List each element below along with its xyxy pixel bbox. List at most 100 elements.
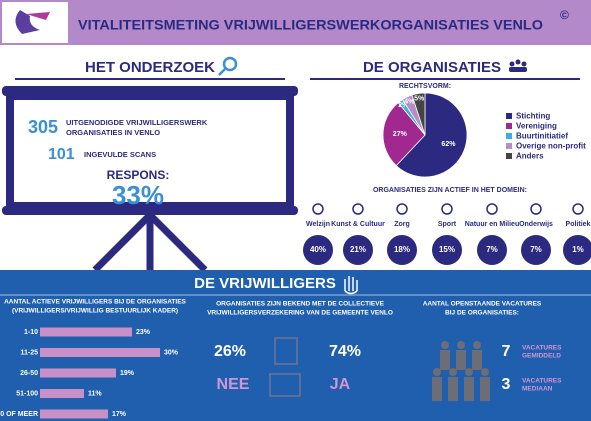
invited-label: UITGENODIGDE VRIJWILLIGERSWERK	[66, 118, 208, 127]
domain-label: Zorg	[394, 221, 410, 228]
legend-swatch	[506, 123, 512, 129]
chart-title: ORGANISATIES ZIJN ACTIEF IN HET DOMEIN:	[373, 187, 527, 194]
legend-swatch	[506, 133, 512, 139]
legend-label: Stichting	[516, 112, 550, 121]
domain-badge	[387, 235, 417, 265]
bar-value: 30%	[164, 349, 179, 356]
bar	[40, 389, 84, 398]
ja-value: 74%	[329, 343, 361, 360]
ja-label: JA	[330, 376, 351, 393]
magnifier-icon	[218, 56, 238, 76]
respons-value: 33%	[112, 180, 164, 210]
domain-badge	[477, 235, 507, 265]
header-bar	[0, 0, 591, 45]
bar-category: 1-10	[24, 329, 38, 336]
scans-count: 101	[48, 146, 75, 163]
domain-badge	[303, 235, 333, 265]
bar-value: 19%	[120, 370, 135, 377]
pie-slice	[395, 92, 468, 178]
domain-label: Kunst & Cultuur	[331, 221, 385, 228]
domain-label: Onderwijs	[519, 221, 553, 228]
invited-count: 305	[28, 117, 58, 137]
screen-bottom	[2, 206, 298, 215]
domain-value: 21%	[350, 245, 366, 254]
mediaan-label: VACATURES	[522, 378, 562, 385]
domain-value: 40%	[310, 245, 326, 254]
legend-swatch	[506, 113, 512, 119]
bar-category: 11-25	[20, 349, 38, 356]
bar	[40, 368, 116, 378]
mediaan-label: MEDIAAN	[522, 386, 553, 393]
bar	[40, 327, 132, 337]
legend-label: Overige non-profit	[516, 142, 586, 151]
people-icon	[509, 59, 527, 72]
gemiddeld-label: VACATURES	[522, 345, 562, 352]
domain-label: Welzijn	[306, 221, 330, 228]
chart-title: AANTAL ACTIEVE VRIJWILLIGERS BIJ DE ORGA…	[4, 299, 186, 306]
logo	[26, 12, 50, 20]
legend-label: Anders	[516, 152, 544, 161]
chart-subtitle: (VRIJWILLIGERS/VRIJWILLIG BESTUURLIJK KA…	[12, 308, 178, 315]
copyright: ©	[560, 8, 569, 22]
section-title: DE VRIJWILLIGERS	[194, 275, 336, 292]
domain-icon	[486, 203, 498, 215]
nee-value: 26%	[214, 343, 246, 360]
domain-label: Sport	[438, 221, 457, 228]
domain-icon	[312, 203, 324, 215]
bar	[40, 409, 108, 419]
mediaan-value: 3	[502, 376, 511, 393]
section-title: HET ONDERZOEK	[85, 59, 215, 76]
bar-category: 100 OF MEER	[0, 411, 38, 418]
tripod	[92, 212, 208, 273]
bar-category: 26-50	[20, 370, 38, 377]
domain-value: 7%	[530, 245, 542, 254]
domain-icon	[441, 203, 453, 215]
scans-label: INGEVULDE SCANS	[84, 150, 156, 159]
domain-icon	[572, 203, 584, 215]
domain-icon	[396, 203, 408, 215]
domain-value: 7%	[486, 245, 498, 254]
bar-value: 23%	[136, 329, 151, 336]
domain-icon	[352, 203, 364, 215]
legend-label: Buurtinitiatief	[516, 132, 568, 141]
logo	[15, 10, 40, 34]
gemiddeld-label: GEMIDDELD	[522, 353, 561, 360]
bar-value: 17%	[112, 411, 127, 418]
legend-label: Vereniging	[516, 122, 557, 131]
legend-swatch	[506, 143, 512, 149]
domain-label: Politiek	[566, 221, 591, 228]
slice-label: 4%	[404, 98, 415, 105]
title: VITALITEITSMETING VRIJWILLIGERSWERKORGAN…	[78, 17, 543, 33]
domain-badge	[343, 235, 373, 265]
respons-label: RESPONS:	[107, 168, 170, 182]
block-title: ORGANISATIES ZIJN BEKEND MET DE COLLECTI…	[216, 301, 384, 308]
chart-title: RECHTSVORM:	[399, 83, 451, 90]
bar-category: 51-100	[16, 390, 38, 397]
domain-label: Natuur en Milieu	[465, 221, 519, 228]
pie-slice	[382, 102, 426, 167]
hand-icon	[344, 276, 358, 295]
bar-value: 11%	[88, 390, 102, 397]
invited-label: ORGANISATIES IN VENLO	[66, 128, 160, 137]
nee-label: NEE	[217, 376, 250, 393]
domain-badge	[563, 235, 591, 265]
domain-value: 18%	[394, 245, 410, 254]
gemiddeld-value: 7	[502, 343, 511, 360]
domain-badge	[521, 235, 551, 265]
pie-slice	[411, 92, 426, 136]
slice-label: 27%	[393, 131, 408, 138]
block-title: AANTAL OPENSTAANDE VACATURES	[423, 301, 542, 308]
logo-box	[2, 2, 68, 43]
block-title: BIJ DE ORGANISATIES:	[445, 310, 519, 317]
slice-label: 5%	[414, 95, 425, 102]
block-title: VRIJWILLIGERSVERZEKERING VAN DE GEMEENTE…	[207, 310, 393, 317]
domain-value: 1%	[572, 245, 584, 254]
section-title: DE ORGANISATIES	[363, 59, 501, 76]
domain-badge	[432, 235, 462, 265]
document-icon	[269, 337, 301, 397]
legend-swatch	[506, 153, 512, 159]
domain-value: 15%	[439, 245, 455, 254]
slice-label: 2%	[398, 102, 409, 109]
slice-label: 62%	[441, 141, 456, 148]
